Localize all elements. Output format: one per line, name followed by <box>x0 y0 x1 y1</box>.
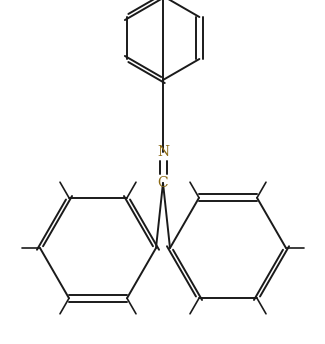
Text: C: C <box>158 176 168 190</box>
Text: N: N <box>157 145 169 159</box>
